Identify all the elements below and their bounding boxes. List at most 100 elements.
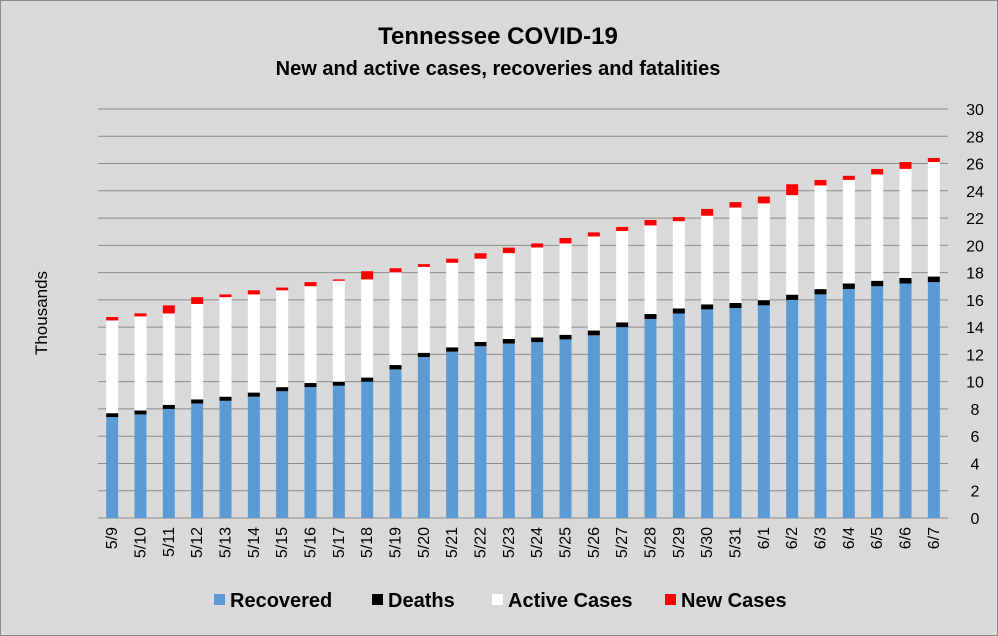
- bar-new-cases: [871, 168, 884, 175]
- bar-active-cases: [757, 203, 770, 301]
- bar-series: [106, 157, 940, 518]
- chart-title: Tennessee COVID-19: [378, 23, 618, 50]
- x-tick-label: 5/30: [699, 527, 716, 558]
- x-tick-label: 5/21: [444, 527, 461, 558]
- x-axis-ticks: 5/9 5/10 5/11 5/12 5/13 5/14 5/15 5/16 5/17 5/18 5…: [104, 527, 943, 558]
- bar-recovered: [219, 400, 232, 518]
- bar-deaths: [474, 341, 487, 347]
- bar-active-cases: [729, 207, 742, 304]
- x-tick-label: 5/16: [303, 527, 320, 558]
- bar-new-cases: [106, 317, 119, 321]
- bar-active-cases: [417, 266, 430, 353]
- bar-active-cases: [219, 297, 232, 397]
- bar-new-cases: [304, 282, 317, 287]
- legend-label: Deaths: [388, 590, 455, 612]
- bar-deaths: [531, 337, 544, 343]
- bar-deaths: [247, 392, 260, 397]
- bar-new-cases: [701, 208, 714, 216]
- bar-recovered: [786, 299, 799, 518]
- x-tick-label: 6/7: [926, 527, 943, 549]
- y-tick-label: 12: [966, 347, 984, 364]
- bar-recovered: [587, 335, 600, 518]
- bar-new-cases: [502, 247, 515, 254]
- x-tick-label: 5/12: [189, 527, 206, 558]
- bar-recovered: [389, 369, 402, 518]
- x-tick-label: 5/11: [161, 527, 178, 557]
- bar-new-cases: [446, 258, 459, 263]
- bar-new-cases: [729, 202, 742, 208]
- bar-recovered: [559, 339, 572, 518]
- bar-deaths: [871, 280, 884, 287]
- y-tick-label: 8: [971, 402, 980, 419]
- bar-new-cases: [162, 305, 175, 314]
- bar-active-cases: [247, 294, 260, 393]
- bar-recovered: [417, 357, 430, 518]
- bar-deaths: [672, 308, 685, 314]
- bar-recovered: [106, 417, 119, 518]
- bar-recovered: [672, 313, 685, 518]
- bar-deaths: [332, 381, 345, 386]
- bar-recovered: [899, 283, 912, 518]
- bar-active-cases: [701, 215, 714, 305]
- bar-active-cases: [616, 231, 629, 323]
- bar-recovered: [361, 381, 374, 518]
- gridlines: [98, 108, 948, 519]
- legend-swatch: [372, 594, 383, 605]
- bar-deaths: [361, 377, 374, 382]
- bar-deaths: [757, 300, 770, 306]
- bar-recovered: [927, 282, 940, 518]
- legend-swatch: [665, 594, 676, 605]
- bar-recovered: [446, 351, 459, 518]
- bar-new-cases: [786, 184, 799, 196]
- legend: Recovered Deaths Active Cases New Cases: [214, 590, 787, 612]
- bar-new-cases: [587, 232, 600, 237]
- x-tick-label: 5/29: [671, 527, 688, 558]
- bar-new-cases: [842, 175, 855, 180]
- x-tick-label: 5/24: [529, 527, 546, 558]
- bar-recovered: [502, 343, 515, 518]
- x-tick-label: 6/6: [898, 527, 915, 549]
- bar-deaths: [417, 352, 430, 358]
- x-tick-label: 5/10: [133, 527, 150, 558]
- bar-deaths: [389, 365, 402, 370]
- y-tick-label: 30: [966, 102, 984, 119]
- bar-new-cases: [757, 196, 770, 204]
- bar-active-cases: [304, 286, 317, 384]
- bar-active-cases: [276, 290, 289, 388]
- bar-deaths: [814, 289, 827, 295]
- bar-new-cases: [332, 279, 345, 281]
- bar-recovered: [616, 327, 629, 518]
- y-tick-label: 10: [966, 375, 984, 392]
- bar-recovered: [332, 385, 345, 518]
- bar-new-cases: [672, 217, 685, 222]
- bar-recovered: [842, 288, 855, 518]
- y-tick-label: 0: [971, 511, 980, 528]
- bar-deaths: [502, 338, 515, 344]
- x-tick-label: 5/18: [359, 527, 376, 558]
- y-tick-label: 18: [966, 266, 984, 283]
- bar-deaths: [587, 330, 600, 336]
- y-tick-label: 28: [966, 129, 984, 146]
- bar-deaths: [616, 322, 629, 328]
- bar-deaths: [304, 383, 317, 388]
- x-tick-label: 5/9: [104, 527, 121, 549]
- y-tick-label: 14: [966, 320, 984, 337]
- bar-active-cases: [106, 320, 119, 414]
- bar-new-cases: [247, 290, 260, 295]
- x-tick-label: 5/19: [388, 527, 405, 558]
- bar-active-cases: [842, 179, 855, 284]
- bar-recovered: [247, 396, 260, 518]
- bar-active-cases: [531, 247, 544, 338]
- legend-swatch: [492, 594, 503, 605]
- bar-recovered: [191, 403, 204, 518]
- x-tick-label: 6/5: [869, 527, 886, 549]
- legend-label: Active Cases: [508, 590, 633, 612]
- bar-new-cases: [389, 268, 402, 273]
- bar-new-cases: [814, 180, 827, 186]
- bar-recovered: [644, 318, 657, 518]
- x-tick-label: 5/13: [218, 527, 235, 558]
- bar-new-cases: [899, 162, 912, 169]
- bar-deaths: [701, 304, 714, 310]
- bar-active-cases: [559, 243, 572, 335]
